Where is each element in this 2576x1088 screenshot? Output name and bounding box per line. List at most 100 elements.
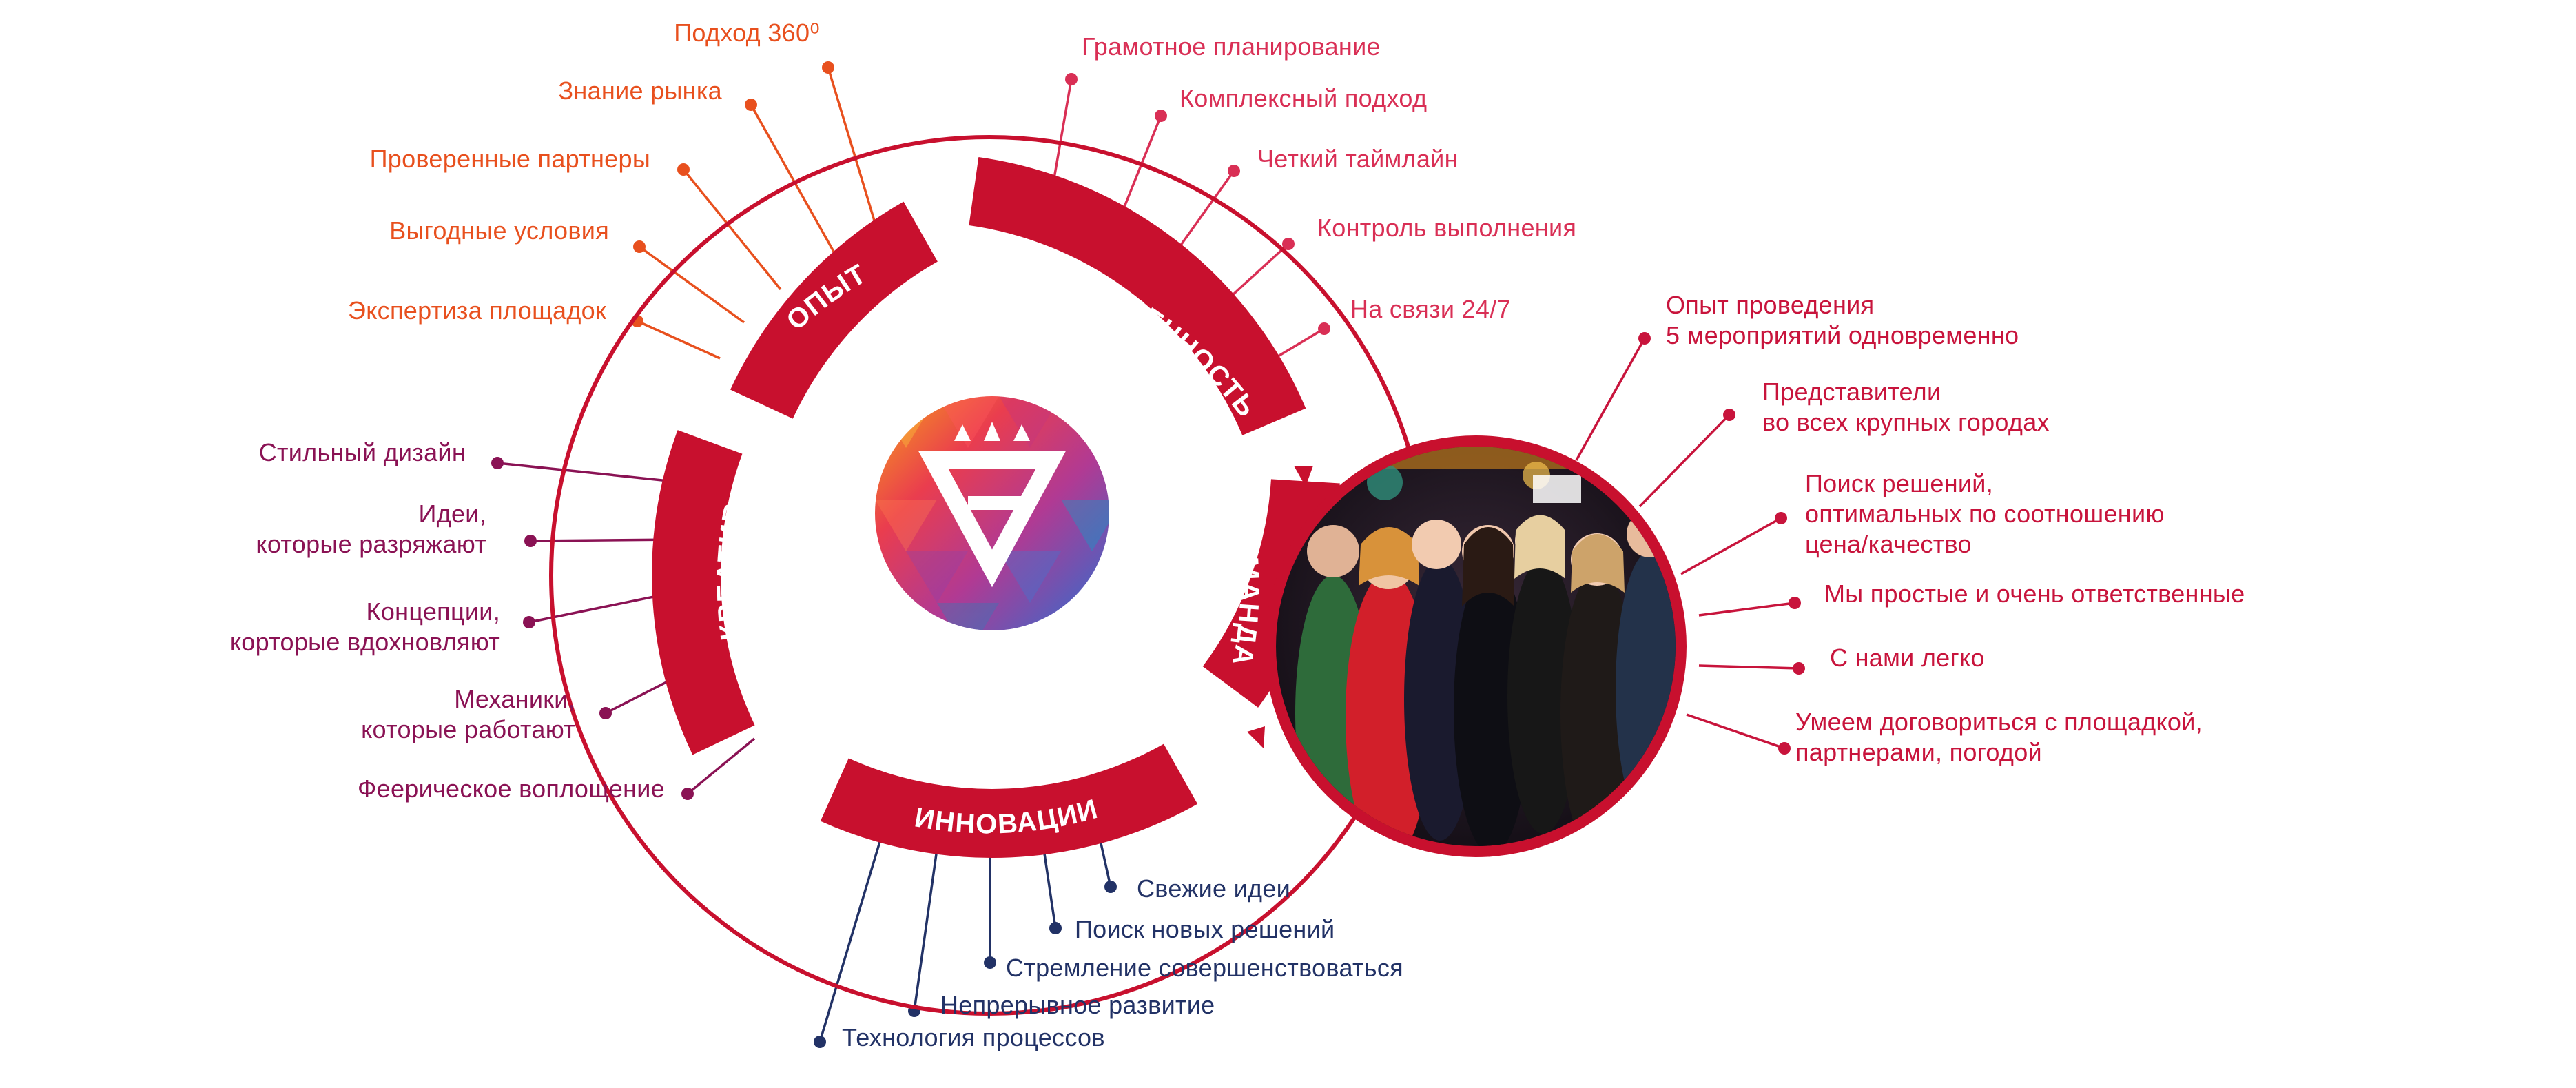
creative-benefit-label-line: которые работают xyxy=(361,715,575,743)
benefit-labels: Подход 360⁰ Знание рынка Проверенные партн… xyxy=(230,19,2245,1051)
experience-benefit-label-line: Подход 360⁰ xyxy=(674,19,820,47)
responsibility-benefit-label-line: Грамотное планирование xyxy=(1082,32,1381,61)
innovation-benefit-label-line: Непрерывное развитие xyxy=(940,991,1215,1019)
team-benefit-label-line: Мы простые и очень ответственные xyxy=(1824,579,2245,608)
creative-benefit-label-line: которые разряжают xyxy=(256,530,486,558)
experience-benefit-label-line: Проверенные партнеры xyxy=(370,145,650,173)
innovation-dot-icon xyxy=(1049,922,1062,934)
experience-connector-line xyxy=(827,67,878,228)
ring-arrow-top-icon xyxy=(1294,466,1313,486)
experience-connector-line xyxy=(682,168,782,291)
innovation-benefit-label: Свежие идеи xyxy=(1137,874,1290,903)
responsibility-connector-line xyxy=(1222,243,1290,305)
team-dot-icon xyxy=(1638,332,1651,345)
responsibility-benefit-label-line: Комплексный подход xyxy=(1179,84,1427,112)
innovation-benefit-label: Поиск новых решений xyxy=(1075,915,1335,943)
creative-benefit-label: Концепции, корторые вдохновляют xyxy=(230,597,500,656)
team-benefit-label: Мы простые и очень ответственные xyxy=(1824,579,2245,608)
responsibility-dot-icon xyxy=(1065,73,1078,85)
team-dot-icon xyxy=(1775,512,1787,524)
experience-benefit-label-line: Знание рынка xyxy=(558,76,722,105)
experience-connector-line xyxy=(638,245,745,324)
creative-benefit-label-line: Феерическое воплощение xyxy=(358,774,665,803)
responsibility-connector-line xyxy=(1274,327,1325,360)
creative-benefit-label: Идеи, которые разряжают xyxy=(256,500,486,558)
team-benefit-label-line: во всех крупных городах xyxy=(1762,408,2050,436)
creative-dot-icon xyxy=(491,457,504,469)
responsibility-dot-icon xyxy=(1318,322,1330,335)
team-benefit-label-line: С нами легко xyxy=(1830,644,1985,672)
creative-benefit-label: Стильный дизайн xyxy=(259,438,466,466)
creative-benefit-label-line: Концепции, xyxy=(367,597,500,626)
triangle-e-logo-icon xyxy=(875,396,1109,630)
creative-benefit-label-line: Стильный дизайн xyxy=(259,438,466,466)
creative-dot-icon xyxy=(599,707,612,719)
team-benefit-label-line: 5 мероприятий одновременно xyxy=(1666,321,2019,349)
innovation-benefit-label-line: Поиск новых решений xyxy=(1075,915,1335,943)
innovation-connector-line xyxy=(913,839,940,1012)
experience-dot-icon xyxy=(822,61,834,74)
team-benefit-label-line: цена/качество xyxy=(1805,530,1972,558)
experience-dot-icon xyxy=(677,163,690,176)
team-connector-line xyxy=(1698,602,1795,617)
team-connector-line xyxy=(1686,713,1785,750)
team-benefit-label-line: оптимальных по соотношению xyxy=(1805,500,2165,528)
creative-dot-icon xyxy=(681,788,694,800)
innovation-benefit-label: Непрерывное развитие xyxy=(940,991,1215,1019)
team-connector-line xyxy=(1638,413,1731,508)
team-benefit-label: Представители во всех крупных городах xyxy=(1762,378,2050,436)
team-benefit-label-line: Представители xyxy=(1762,378,1941,406)
segment-kreativ[interactable] xyxy=(652,430,755,755)
segment-opyt[interactable] xyxy=(730,201,938,420)
team-connector-line xyxy=(1698,664,1800,670)
creative-benefit-label: Механики, которые работают xyxy=(361,685,575,743)
experience-dot-icon xyxy=(633,240,646,253)
creative-benefit-label-line: корторые вдохновляют xyxy=(230,628,500,656)
innovation-connector-line xyxy=(818,823,887,1043)
responsibility-benefit-label: Грамотное планирование xyxy=(1082,32,1381,61)
responsibility-dot-icon xyxy=(1282,238,1295,250)
responsibility-benefit-label: Четкий таймлайн xyxy=(1257,145,1459,173)
experience-benefit-label: Экспертиза площадок xyxy=(348,296,606,325)
innovation-benefit-label: Стремление совершенствоваться xyxy=(1006,954,1403,982)
team-photo-image xyxy=(1265,435,1687,857)
innovation-benefit-label: Технология процессов xyxy=(842,1023,1105,1051)
team-benefit-label: Умеем договориться с площадкой, партнерам… xyxy=(1795,708,2203,766)
experience-benefit-label-line: Выгодные условия xyxy=(389,216,609,245)
innovation-dot-icon xyxy=(1104,881,1117,893)
responsibility-benefit-label-line: Четкий таймлайн xyxy=(1257,145,1459,173)
team-connector-line xyxy=(1575,338,1646,461)
responsibility-benefit-label-line: На связи 24/7 xyxy=(1350,295,1511,323)
team-benefit-label-line: Поиск решений, xyxy=(1805,469,1993,497)
experience-benefit-label-line: Экспертиза площадок xyxy=(348,296,606,325)
segment-innovacii[interactable] xyxy=(820,743,1198,858)
experience-benefit-label: Проверенные партнеры xyxy=(370,145,650,173)
team-benefit-label: Поиск решений, оптимальных по соотношению… xyxy=(1805,469,2165,558)
team-dot-icon xyxy=(1793,662,1805,675)
innovation-benefit-label-line: Стремление совершенствоваться xyxy=(1006,954,1403,982)
innovation-benefit-label-line: Свежие идеи xyxy=(1137,874,1290,903)
responsibility-benefit-label-line: Контроль выполнения xyxy=(1317,214,1576,242)
creative-benefit-label-line: Идеи, xyxy=(418,500,486,528)
creative-benefit-label-line: Механики, xyxy=(454,685,575,713)
innovation-dot-icon xyxy=(814,1036,826,1048)
experience-dot-icon xyxy=(745,99,757,111)
innovation-dot-icon xyxy=(984,956,996,969)
creative-connector-line xyxy=(686,737,756,795)
team-connector-line xyxy=(1680,517,1782,575)
innovation-benefit-label-line: Технология процессов xyxy=(842,1023,1105,1051)
team-dot-icon xyxy=(1778,742,1791,755)
segment-otvetstvennost[interactable] xyxy=(969,156,1306,436)
team-benefit-label: С нами легко xyxy=(1830,644,1985,672)
responsibility-benefit-label: Контроль выполнения xyxy=(1317,214,1576,242)
responsibility-benefit-label: На связи 24/7 xyxy=(1350,295,1511,323)
creative-benefit-label: Феерическое воплощение xyxy=(358,774,665,803)
ring-arrow-bottom-icon xyxy=(1247,726,1265,748)
team-benefit-label: Опыт проведения 5 мероприятий одновременн… xyxy=(1666,291,2019,349)
team-dot-icon xyxy=(1789,597,1801,609)
responsibility-benefit-label: Комплексный подход xyxy=(1179,84,1427,112)
experience-connector-line xyxy=(750,104,835,252)
responsibility-connector-line xyxy=(1170,170,1235,260)
team-benefit-label-line: партнерами, погодой xyxy=(1795,738,2042,766)
